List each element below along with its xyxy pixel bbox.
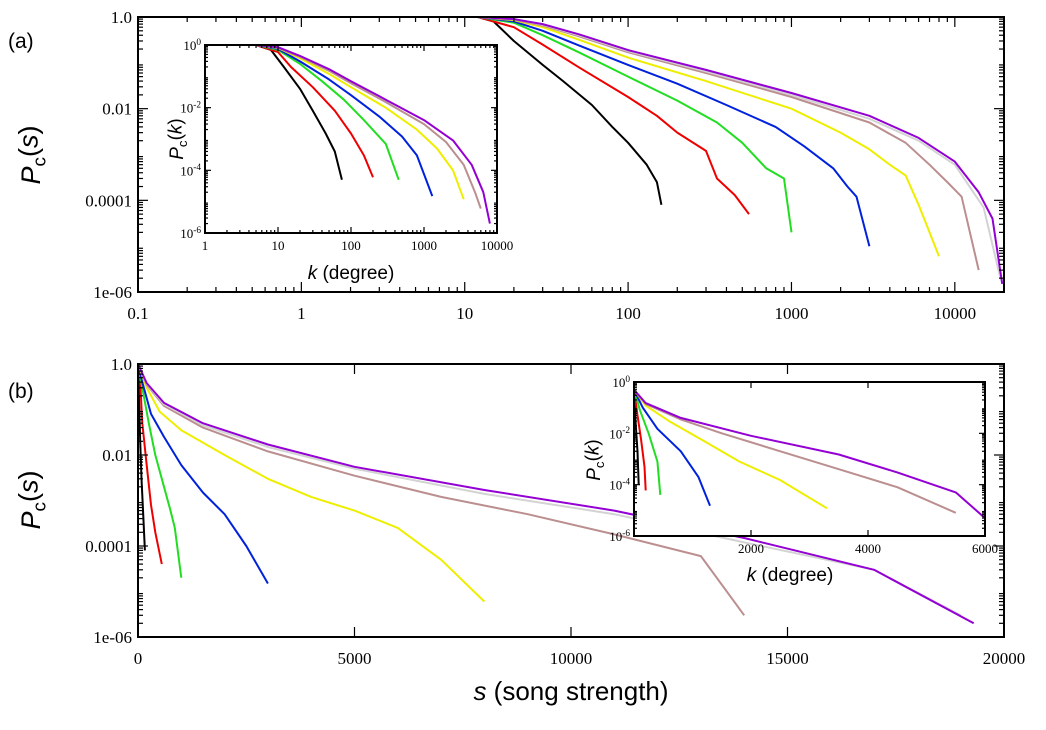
x-tick-label: 10 bbox=[456, 304, 473, 323]
axis-label: Pc(k) bbox=[582, 439, 607, 481]
series-line-1 bbox=[634, 389, 647, 491]
axis-label: k (degree) bbox=[747, 565, 834, 586]
panel-label: (b) bbox=[8, 380, 34, 403]
y-tick-label: 1.0 bbox=[111, 355, 132, 374]
series-line-3 bbox=[634, 389, 711, 507]
plot-frame bbox=[204, 44, 498, 234]
x-tick-label: 15000 bbox=[766, 649, 809, 668]
x-tick-label: 1 bbox=[202, 238, 209, 253]
series-line-2 bbox=[138, 364, 183, 578]
x-tick-label: 1000 bbox=[774, 304, 808, 323]
x-tick-label: 10 bbox=[272, 238, 285, 253]
x-tick-label: 100 bbox=[615, 304, 641, 323]
series-line-2 bbox=[255, 45, 400, 181]
y-tick-label: 10-6 bbox=[180, 226, 201, 241]
x-tick-label: 0 bbox=[134, 649, 143, 668]
series-line-6 bbox=[255, 45, 491, 224]
series-line-6 bbox=[634, 389, 985, 519]
y-tick-label: 1e-06 bbox=[93, 628, 132, 647]
plot-frame bbox=[137, 16, 1005, 293]
x-tick-label: 10000 bbox=[934, 304, 977, 323]
y-tick-label: 10-2 bbox=[609, 426, 630, 441]
series-line-1 bbox=[255, 45, 374, 178]
y-tick-label: 100 bbox=[183, 38, 201, 53]
series-line-3 bbox=[255, 45, 434, 197]
y-tick-label: 1e-06 bbox=[93, 283, 132, 302]
x-tick-label: 1 bbox=[297, 304, 306, 323]
series-line-7 bbox=[138, 364, 975, 625]
y-tick-label: 10-2 bbox=[180, 101, 201, 116]
plot-frame bbox=[137, 363, 1005, 638]
x-tick-label: 100 bbox=[341, 238, 361, 253]
x-tick-label: 2000 bbox=[738, 541, 764, 556]
series-line-2 bbox=[477, 17, 793, 233]
series-line-0 bbox=[255, 45, 343, 181]
x-tick-label: 0.1 bbox=[127, 304, 148, 323]
axis-label: Pc(s) bbox=[14, 471, 51, 530]
y-tick-label: 0.01 bbox=[102, 446, 132, 465]
x-tick-label: 10000 bbox=[481, 238, 514, 253]
axis-label: Pc(k) bbox=[165, 118, 190, 160]
x-tick-label: 10000 bbox=[550, 649, 593, 668]
x-tick-label: 1000 bbox=[411, 238, 437, 253]
axis-label: s (song strength) bbox=[473, 676, 668, 706]
x-tick-label: 4000 bbox=[855, 541, 881, 556]
x-tick-label: 5000 bbox=[338, 649, 372, 668]
y-tick-label: 100 bbox=[612, 375, 630, 390]
panel-label: (a) bbox=[8, 30, 34, 53]
y-tick-label: 0.01 bbox=[102, 100, 132, 119]
y-tick-label: 0.0001 bbox=[85, 191, 132, 210]
series-line-7 bbox=[477, 17, 1004, 285]
series-line-0 bbox=[477, 17, 663, 205]
axis-label: k (degree) bbox=[308, 263, 395, 284]
y-tick-label: 10-6 bbox=[609, 529, 630, 544]
plot-frame bbox=[633, 381, 986, 537]
y-tick-label: 1.0 bbox=[111, 8, 132, 27]
axis-label: Pc(s) bbox=[14, 126, 51, 185]
y-tick-label: 10-4 bbox=[609, 478, 630, 493]
series-line-3 bbox=[477, 17, 871, 247]
y-tick-label: 10-4 bbox=[180, 163, 201, 178]
x-tick-label: 6000 bbox=[972, 541, 998, 556]
series-line-2 bbox=[634, 389, 662, 495]
series-line-3 bbox=[138, 364, 269, 584]
series-line-1 bbox=[477, 17, 750, 215]
chart-panel-1: 1 10 100 1000 10000 100 10-2 10-4 10-6 bbox=[180, 38, 513, 253]
series-line-4 bbox=[634, 389, 828, 510]
x-tick-label: 20000 bbox=[983, 649, 1026, 668]
y-tick-label: 0.0001 bbox=[85, 537, 132, 556]
series-line-4 bbox=[138, 364, 486, 603]
chart-panel-3: 2000 4000 6000 100 10-2 10-4 10-6 bbox=[609, 375, 998, 556]
series-line-4 bbox=[477, 17, 940, 257]
